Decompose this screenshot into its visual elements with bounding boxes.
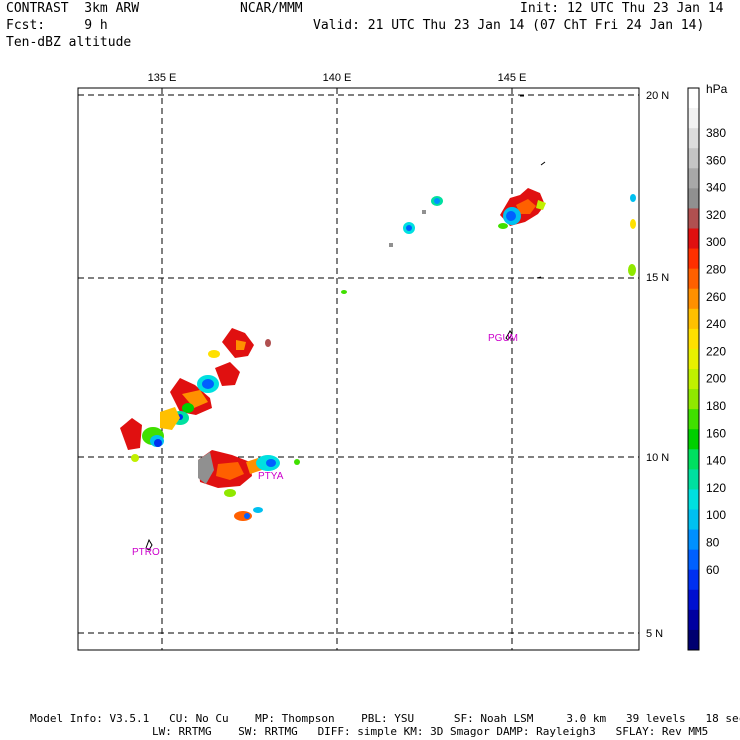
field-name: Ten-dBZ altitude bbox=[6, 35, 132, 50]
lon-label-140: 140 E bbox=[323, 72, 352, 84]
colorbar-label: 60 bbox=[706, 563, 720, 577]
colorbar-label: 100 bbox=[706, 508, 726, 522]
colorbar-label: 180 bbox=[706, 399, 726, 413]
colorbar-label: 300 bbox=[706, 235, 726, 249]
colorbar-swatch bbox=[688, 509, 699, 531]
graticule bbox=[78, 88, 639, 650]
colorbar-unit: hPa bbox=[706, 82, 728, 96]
colorbar-label: 340 bbox=[706, 181, 726, 195]
colorbar-swatch bbox=[688, 208, 699, 229]
forecast-hour: Fcst: 9 h bbox=[6, 18, 108, 33]
lon-label-145: 145 E bbox=[498, 72, 527, 84]
colorbar-swatch bbox=[688, 549, 699, 571]
colorbar-swatch bbox=[688, 629, 699, 651]
colorbar-frame bbox=[687, 87, 700, 651]
colorbar-swatch bbox=[688, 609, 699, 631]
echo-cells bbox=[120, 188, 636, 521]
colorbar-swatch bbox=[688, 248, 699, 270]
coastline bbox=[145, 95, 546, 551]
colorbar-label: 380 bbox=[706, 126, 726, 140]
station-ptro: PTRO bbox=[132, 547, 160, 558]
colorbar-swatch bbox=[688, 409, 699, 430]
colorbar-swatch bbox=[688, 469, 699, 490]
colorbar-swatch bbox=[688, 369, 699, 390]
station-pgum: PGUM bbox=[488, 333, 518, 344]
colorbar-label: 120 bbox=[706, 481, 726, 495]
colorbar: 380 360 340 320 300 280 260 240 220 200 180 160 140 1… bbox=[687, 87, 726, 651]
colorbar-label: 200 bbox=[706, 372, 726, 386]
colorbar-swatch bbox=[688, 88, 699, 109]
colorbar-swatch bbox=[688, 389, 699, 410]
colorbar-swatch bbox=[688, 348, 699, 370]
valid-time: Valid: 21 UTC Thu 23 Jan 14 (07 ChT Fri … bbox=[313, 18, 705, 33]
product-title: CONTRAST 3km ARW bbox=[6, 1, 140, 16]
colorbar-swatch bbox=[688, 308, 699, 330]
lat-label-10n: 10 N bbox=[646, 452, 669, 464]
colorbar-label: 220 bbox=[706, 344, 726, 358]
colorbar-swatch bbox=[688, 288, 699, 310]
organization-label: NCAR/MMM bbox=[240, 1, 303, 16]
colorbar-swatch bbox=[688, 569, 699, 591]
colorbar-label: 360 bbox=[706, 153, 726, 167]
colorbar-swatch bbox=[688, 429, 699, 450]
colorbar-swatch bbox=[688, 188, 699, 209]
colorbar-swatch bbox=[688, 589, 699, 611]
lon-label-135: 135 E bbox=[148, 72, 177, 84]
map-frame bbox=[77, 87, 640, 651]
colorbar-swatch bbox=[688, 449, 699, 470]
colorbar-swatch bbox=[688, 148, 699, 169]
colorbar-swatch bbox=[688, 489, 699, 510]
colorbar-label: 140 bbox=[706, 454, 726, 468]
colorbar-swatch bbox=[688, 128, 699, 149]
colorbar-label: 80 bbox=[706, 536, 720, 550]
model-info-line2: LW: RRTMG SW: RRTMG DIFF: simple KM: 3D … bbox=[152, 725, 709, 738]
forecast-map: 135 E 140 E 145 E 20 N 15 N 10 N 5 N bbox=[77, 72, 728, 651]
colorbar-label: 240 bbox=[706, 317, 726, 331]
lat-label-15n: 15 N bbox=[646, 272, 669, 284]
colorbar-label: 280 bbox=[706, 263, 726, 277]
colorbar-label: 320 bbox=[706, 208, 726, 222]
colorbar-swatch bbox=[688, 228, 699, 250]
colorbar-swatch bbox=[688, 108, 699, 129]
station-ptya: PTYA bbox=[258, 471, 284, 482]
colorbar-swatch bbox=[688, 168, 699, 189]
colorbar-swatch bbox=[688, 268, 699, 290]
colorbar-swatch bbox=[688, 529, 699, 551]
init-time: Init: 12 UTC Thu 23 Jan 14 bbox=[520, 1, 724, 16]
colorbar-label: 160 bbox=[706, 426, 726, 440]
lat-label-20n: 20 N bbox=[646, 90, 669, 102]
colorbar-label: 260 bbox=[706, 290, 726, 304]
colorbar-swatch bbox=[688, 328, 699, 350]
model-info-line1: Model Info: V3.5.1 CU: No Cu MP: Thompso… bbox=[30, 712, 740, 725]
lat-label-5n: 5 N bbox=[646, 628, 663, 640]
